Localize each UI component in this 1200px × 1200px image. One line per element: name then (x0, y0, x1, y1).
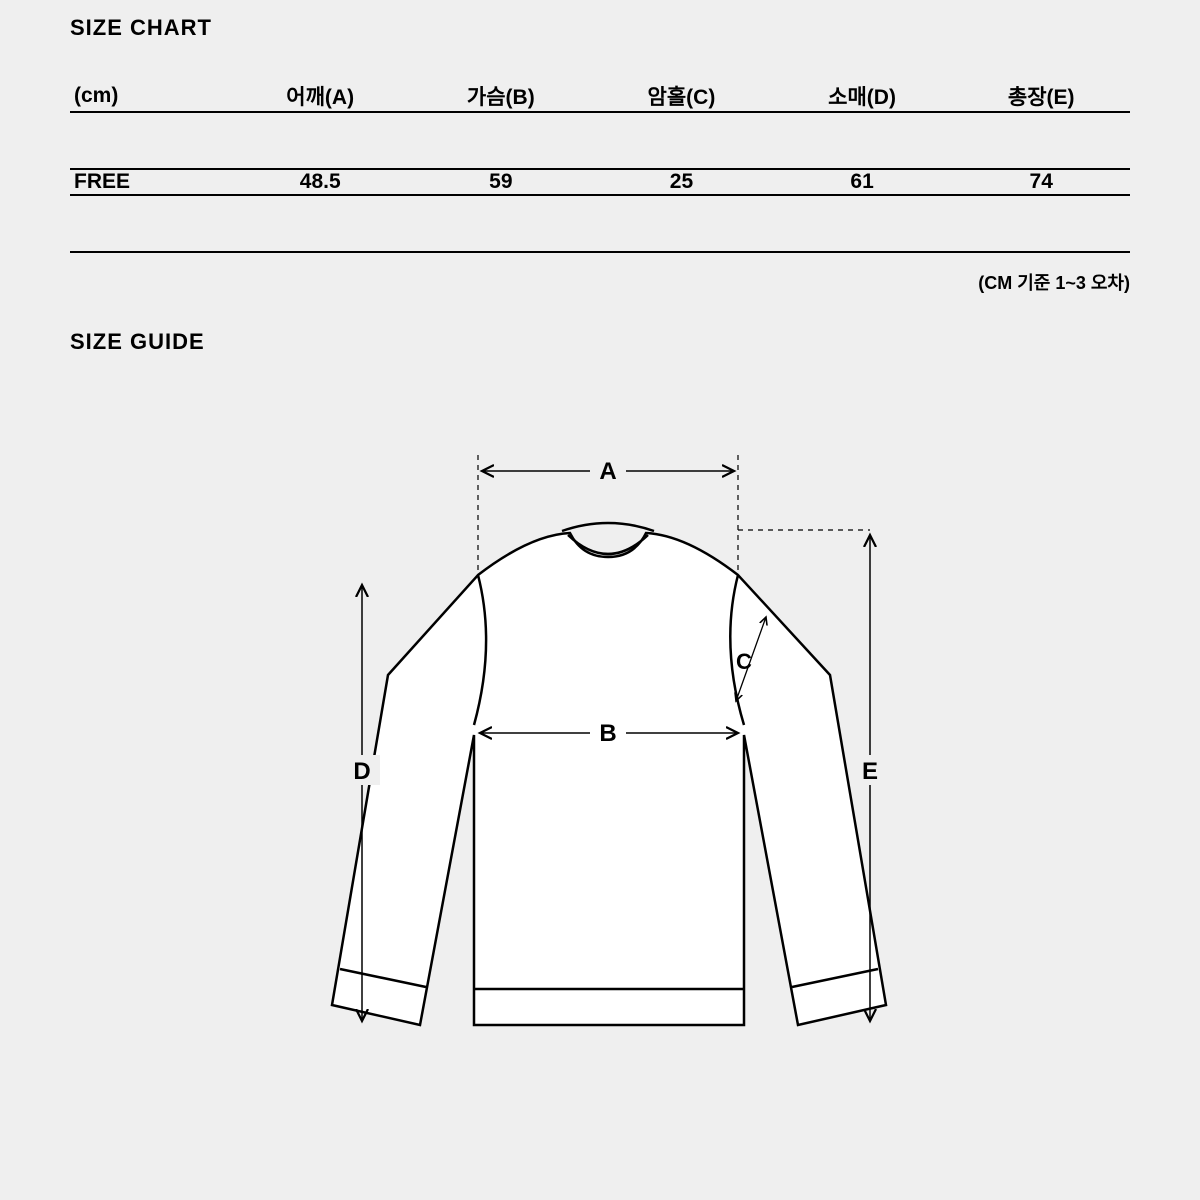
size-guide-title: SIZE GUIDE (70, 329, 1130, 355)
cell-e: 74 (952, 170, 1130, 195)
tolerance-note: (CM 기준 1~3 오차) (70, 269, 1130, 295)
label-e: E (862, 758, 878, 785)
table-row: FREE 48.5 59 25 61 74 (70, 170, 1130, 195)
garment-outline (332, 533, 886, 1025)
cell-a: 48.5 (230, 170, 411, 195)
col-b: 가슴(B) (411, 81, 592, 112)
col-c: 암홀(C) (591, 81, 772, 112)
col-d: 소매(D) (772, 81, 953, 112)
size-chart-title: SIZE CHART (70, 15, 1130, 41)
cell-c: 25 (591, 170, 772, 195)
size-chart-table: (cm) 어깨(A) 가슴(B) 암홀(C) 소매(D) 총장(E) FREE … (70, 81, 1130, 253)
label-b: B (599, 720, 616, 747)
col-e: 총장(E) (952, 81, 1130, 112)
row-label: FREE (70, 170, 230, 195)
col-unit: (cm) (70, 81, 230, 112)
label-c: C (736, 649, 752, 674)
size-guide-diagram: A B C D E (190, 385, 1010, 1085)
cell-d: 61 (772, 170, 953, 195)
cell-b: 59 (411, 170, 592, 195)
label-d: D (353, 758, 370, 785)
label-a: A (599, 458, 616, 485)
col-a: 어깨(A) (230, 81, 411, 112)
